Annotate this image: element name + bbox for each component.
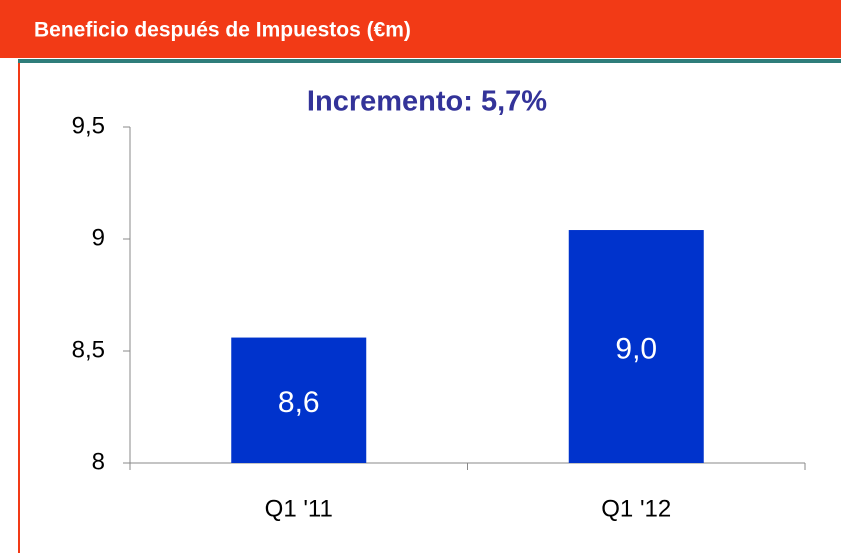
chart-title: Beneficio después de Impuestos (€m) — [34, 19, 411, 42]
x-tick-label: Q1 '12 — [601, 495, 671, 522]
y-tick-label: 9,5 — [72, 112, 105, 139]
x-tick-label: Q1 '11 — [265, 495, 333, 522]
value-label: 9,0 — [615, 332, 657, 365]
chart-subtitle: Incremento: 5,7% — [307, 86, 547, 118]
y-tick-label: 8,5 — [72, 336, 105, 363]
value-label: 8,6 — [278, 386, 320, 419]
bar — [568, 230, 704, 463]
y-tick-label: 9 — [92, 224, 105, 251]
bar — [231, 337, 367, 463]
header-bar — [0, 0, 841, 58]
y-tick-label: 8 — [92, 448, 105, 475]
